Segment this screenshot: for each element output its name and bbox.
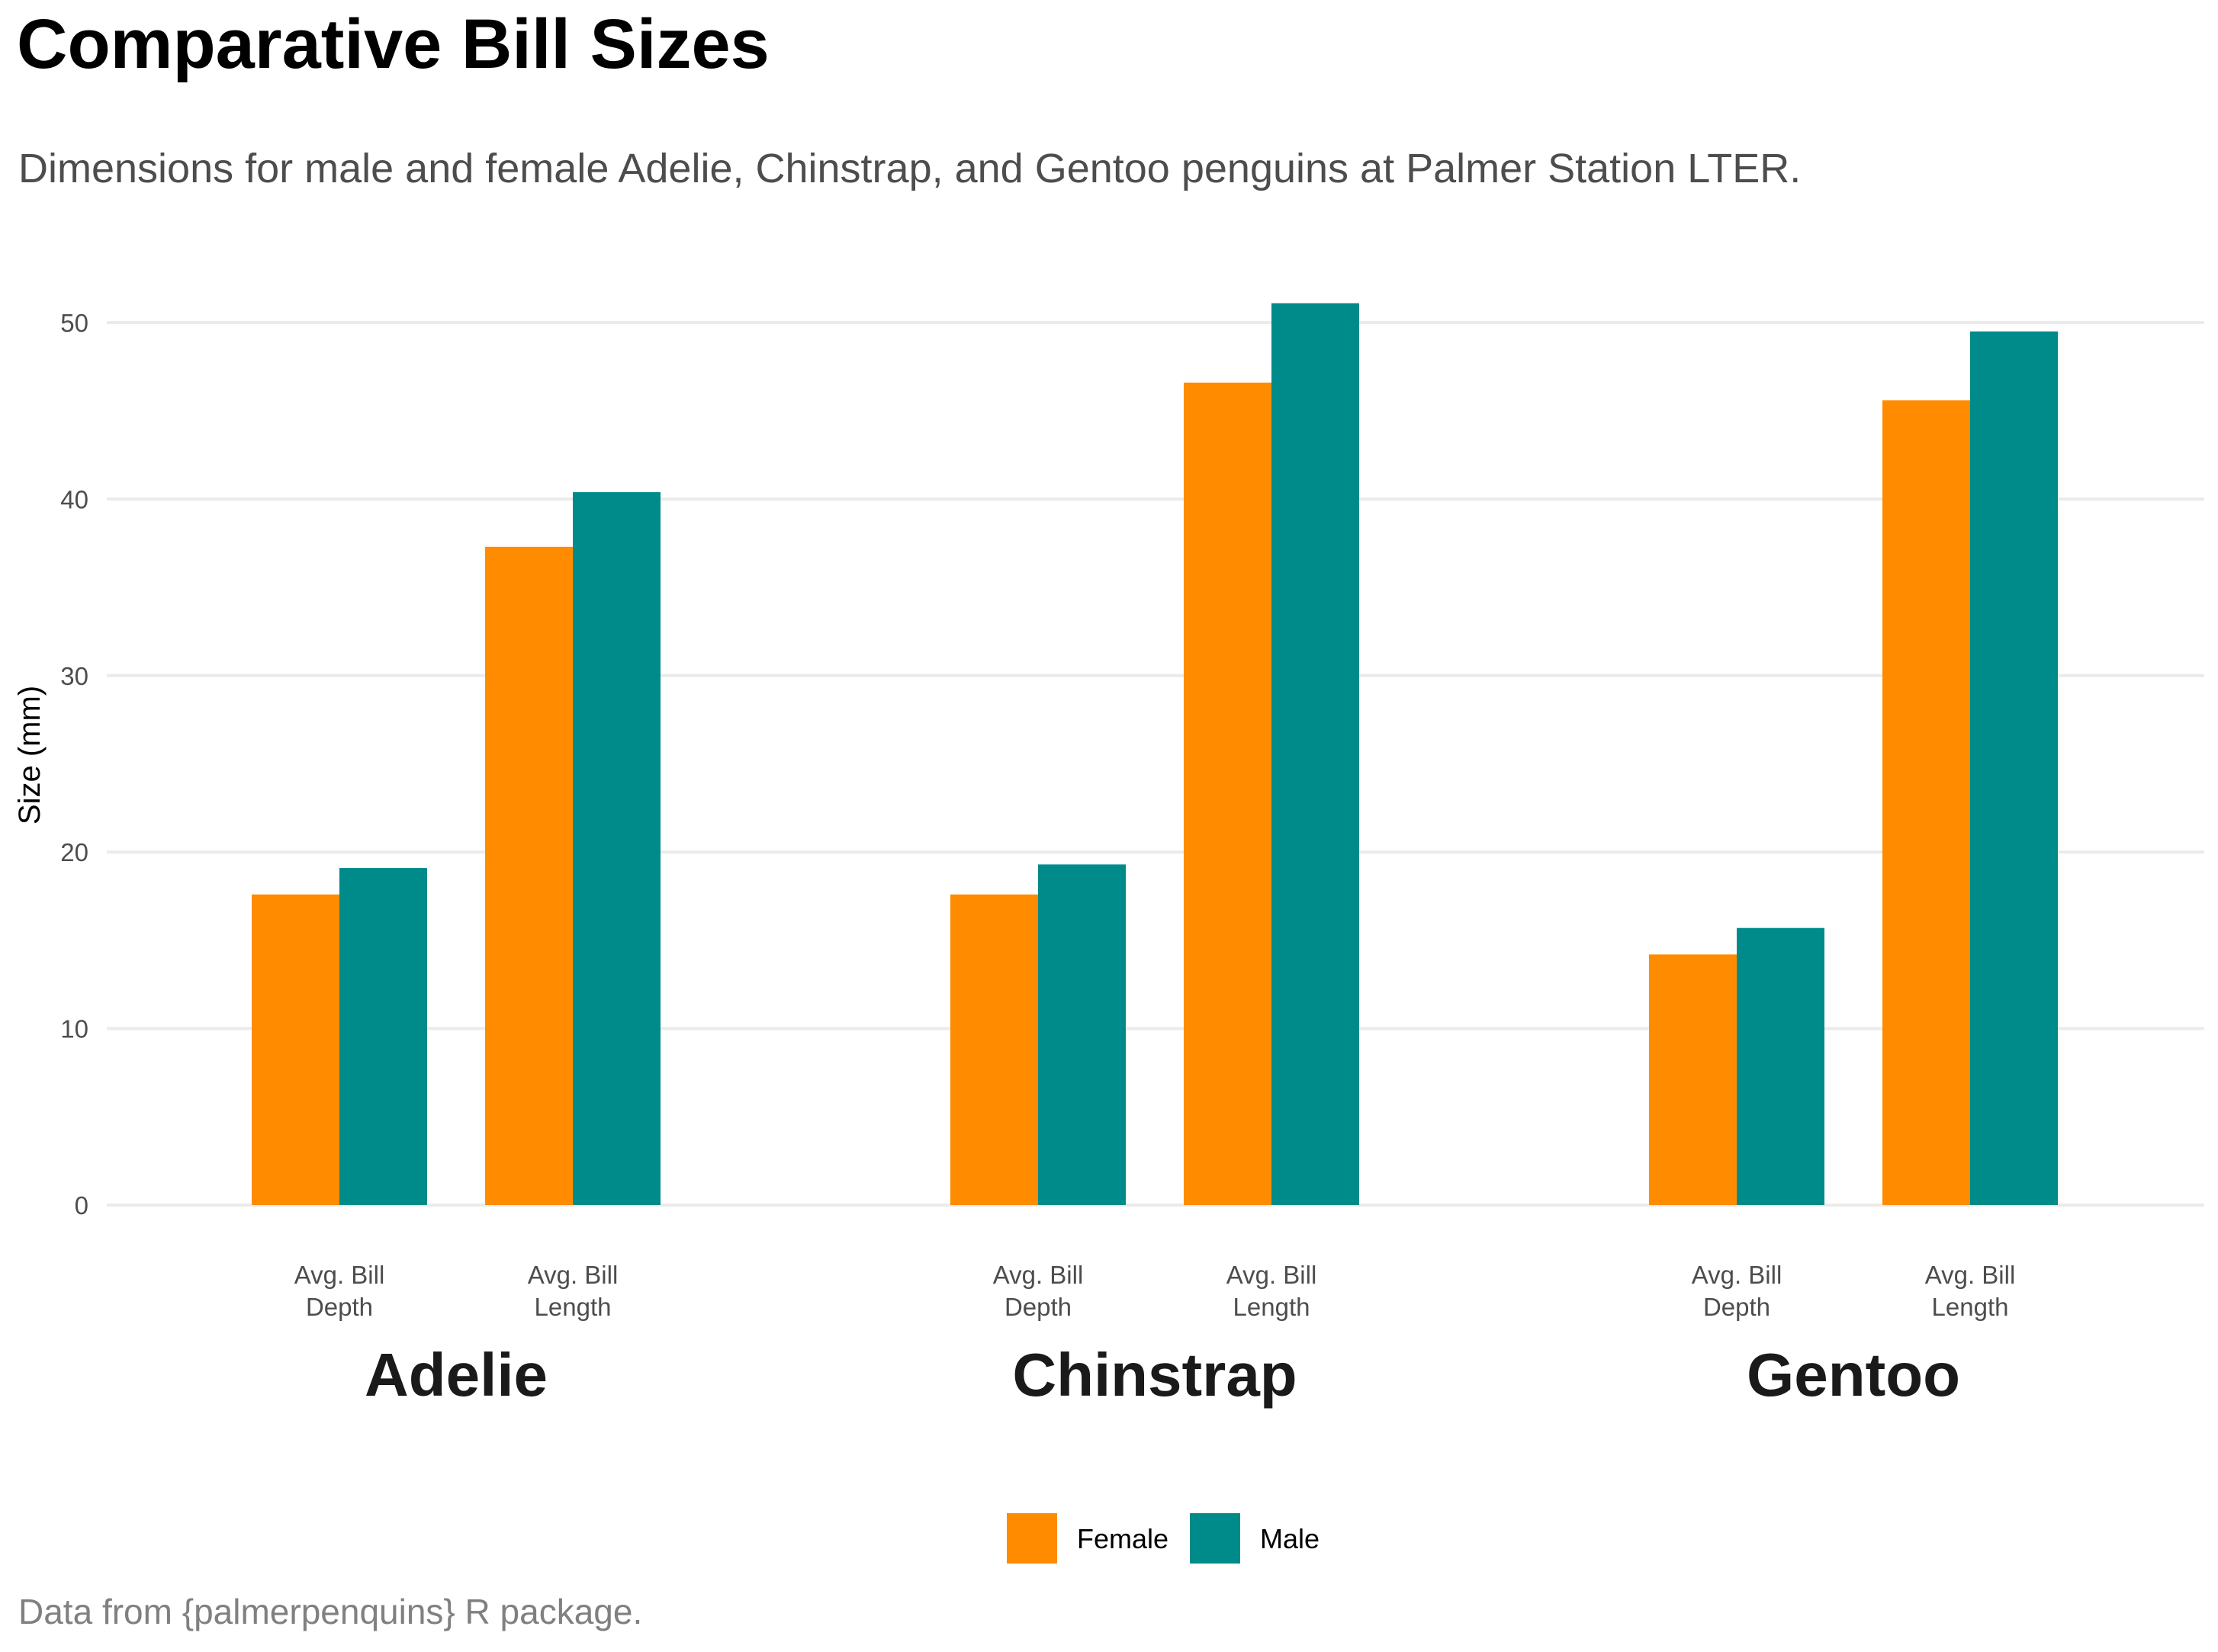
- bar-gentoo-length-male: [1970, 331, 2058, 1205]
- bar-adelie-length-male: [573, 492, 661, 1205]
- category-label: Avg. Bill Length: [1925, 1261, 2016, 1321]
- bar-gentoo-depth-female: [1649, 954, 1737, 1205]
- category-labels: Avg. Bill Depth Avg. Bill Length Avg. Bill De…: [294, 1261, 2016, 1321]
- facet-labels: Adelie Chinstrap Gentoo: [365, 1341, 1960, 1409]
- y-axis-ticks: 0 10 20 30 40 50: [60, 309, 88, 1220]
- facet-label-chinstrap: Chinstrap: [1012, 1341, 1297, 1409]
- legend: Female Male: [1007, 1513, 1320, 1564]
- chart-subtitle: Dimensions for male and female Adelie, C…: [18, 146, 1802, 191]
- category-label: Avg. Bill Depth: [993, 1261, 1084, 1321]
- y-tick-label: 50: [60, 309, 88, 337]
- y-tick-label: 40: [60, 485, 88, 513]
- gridlines: [107, 321, 2204, 1207]
- y-tick-label: 0: [75, 1191, 88, 1220]
- chart-title: Comparative Bill Sizes: [17, 5, 770, 83]
- bar-chinstrap-length-female: [1184, 382, 1271, 1205]
- bars: [252, 303, 2058, 1206]
- legend-key-female: [1007, 1513, 1057, 1564]
- y-tick-label: 20: [60, 838, 88, 866]
- y-tick-label: 10: [60, 1015, 88, 1043]
- bar-adelie-length-female: [485, 546, 573, 1205]
- y-axis-title: Size (mm): [13, 686, 47, 824]
- bar-chinstrap-depth-female: [950, 894, 1038, 1205]
- y-tick-label: 30: [60, 662, 88, 690]
- facet-label-gentoo: Gentoo: [1747, 1341, 1960, 1409]
- category-label: Avg. Bill Depth: [1692, 1261, 1782, 1321]
- bar-chinstrap-depth-male: [1038, 864, 1126, 1205]
- category-label: Avg. Bill Length: [1226, 1261, 1317, 1321]
- bar-gentoo-depth-male: [1737, 927, 1824, 1205]
- chart-caption: Data from {palmerpenquins} R package.: [18, 1592, 643, 1631]
- legend-label-male: Male: [1260, 1523, 1320, 1554]
- bar-adelie-depth-female: [252, 894, 339, 1205]
- category-label: Avg. Bill Length: [528, 1261, 619, 1321]
- bar-gentoo-length-female: [1882, 400, 1970, 1206]
- bar-chinstrap-length-male: [1271, 303, 1359, 1205]
- bar-adelie-depth-male: [339, 868, 427, 1205]
- category-label: Avg. Bill Depth: [294, 1261, 385, 1321]
- facet-label-adelie: Adelie: [365, 1341, 548, 1409]
- legend-label-female: Female: [1077, 1523, 1168, 1554]
- legend-key-male: [1190, 1513, 1240, 1564]
